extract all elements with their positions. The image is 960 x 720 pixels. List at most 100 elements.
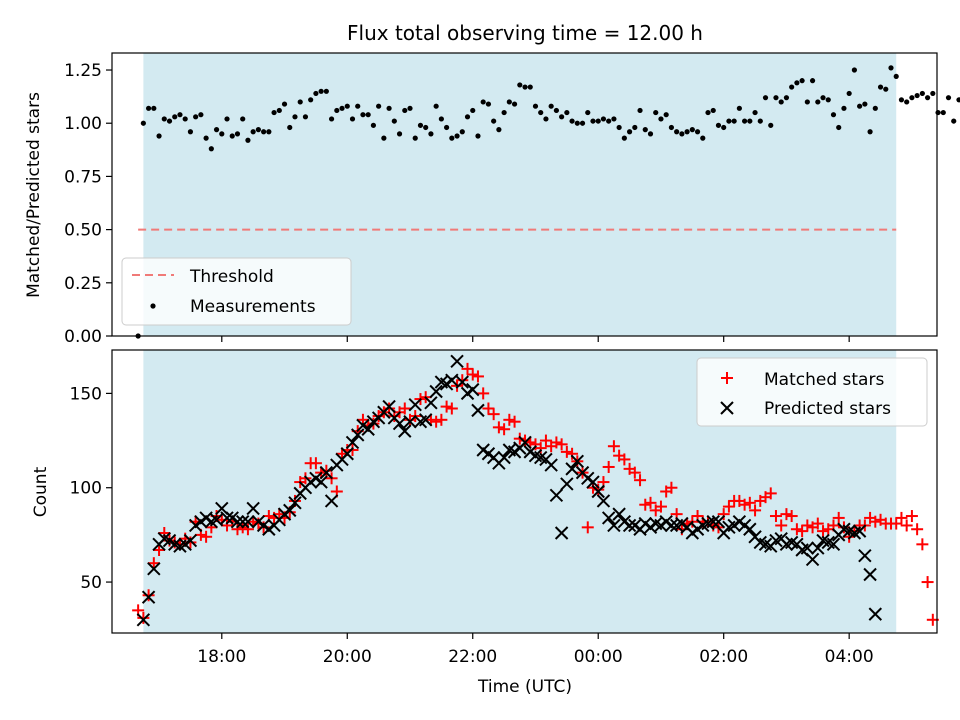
measurement-point: [715, 122, 722, 128]
predicted-star-point: [497, 450, 511, 465]
predicted-star-point: [565, 462, 579, 476]
matched-star-point: [147, 557, 160, 570]
measurement-point: [658, 116, 664, 122]
measurement-point: [527, 84, 533, 90]
x-tick-label: 22:00: [448, 647, 497, 667]
bottom-legend-box: [696, 357, 928, 427]
measurement-point: [470, 107, 476, 114]
top-legend-box: [121, 257, 352, 326]
predicted-star-point: [706, 514, 720, 529]
measurement-point: [632, 124, 638, 131]
predicted-star-point: [518, 435, 532, 450]
matched-legend-swatch: [721, 372, 733, 384]
matched-star-point: [801, 519, 814, 532]
measurement-point: [590, 118, 596, 124]
predicted-star-point: [664, 518, 679, 533]
x-tick-label: 02:00: [699, 647, 748, 667]
measurement-point: [789, 84, 795, 90]
measurement-point: [611, 116, 617, 122]
top-y-tick-label: 0.50: [64, 221, 102, 241]
measurement-point: [328, 116, 335, 122]
matched-star-point: [749, 504, 762, 517]
measurement-point: [276, 107, 282, 114]
matched-star-point: [471, 370, 484, 383]
measurement-point: [151, 105, 157, 111]
matched-star-point: [796, 525, 809, 538]
measurement-point: [339, 105, 345, 111]
predicted-star-point: [596, 494, 611, 508]
measurement-point: [449, 135, 455, 141]
measurement-point: [491, 118, 497, 124]
predicted-star-point: [711, 514, 726, 529]
measurement-point: [867, 129, 873, 135]
matched-star-point: [890, 517, 903, 530]
predicted-star-point: [429, 384, 443, 399]
matched-star-point: [231, 523, 244, 536]
measurement-point: [951, 118, 957, 124]
matched-star-point: [817, 525, 830, 538]
predicted-star-point: [607, 518, 621, 533]
measurement-point: [569, 118, 575, 124]
matched-star-point: [503, 413, 516, 426]
x-tick-label: 04:00: [825, 647, 874, 667]
predicted-star-point: [147, 562, 161, 576]
measurement-point: [250, 129, 256, 135]
predicted-star-point: [392, 416, 407, 431]
measurement-point: [532, 103, 539, 109]
predicted-stars-points: [136, 354, 883, 627]
measurement-point: [145, 105, 152, 111]
measurement-point: [292, 114, 298, 120]
measurement-point: [522, 84, 528, 90]
measurement-point: [914, 92, 920, 99]
measurement-point: [585, 109, 591, 116]
measurement-point: [402, 107, 408, 114]
predicted-star-point: [852, 524, 867, 538]
measurement-point: [862, 101, 868, 107]
matched-legend-label: Matched stars: [764, 370, 884, 390]
measurement-point: [752, 109, 758, 116]
matched-star-point: [445, 402, 458, 415]
measurement-point: [830, 112, 837, 118]
measurement-point: [726, 118, 732, 124]
measurement-point: [616, 124, 622, 131]
measurement-point: [872, 105, 878, 111]
predicted-star-point: [560, 477, 574, 491]
measurement-point: [318, 88, 324, 94]
matched-star-point: [498, 423, 511, 436]
matched-star-point: [832, 511, 845, 524]
measurement-point: [924, 95, 931, 101]
threshold-legend-label: Threshold: [189, 267, 274, 287]
matched-star-point: [320, 464, 333, 477]
measurement-point: [600, 116, 607, 122]
measurement-point: [653, 109, 659, 116]
measurement-point: [187, 129, 194, 135]
bottom-y-tick-label: 100: [70, 479, 102, 499]
measurement-point: [747, 118, 753, 124]
matched-star-point: [634, 474, 647, 487]
measurement-point: [433, 103, 439, 109]
predicted-star-point: [398, 424, 412, 438]
measurement-point: [161, 116, 167, 122]
matched-star-point: [566, 447, 579, 460]
predicted-star-point: [549, 488, 564, 502]
measurement-point: [454, 133, 460, 139]
measurement-point: [464, 114, 471, 120]
measurement-point: [674, 129, 680, 135]
matched-star-point: [843, 530, 856, 543]
measurement-point: [883, 86, 889, 92]
matched-star-point: [534, 442, 547, 455]
matched-star-point: [743, 496, 756, 509]
matched-star-point: [895, 511, 908, 524]
predicted-star-point: [319, 465, 334, 480]
matched-star-point: [539, 434, 552, 447]
matched-star-point: [456, 374, 469, 387]
bottom-y-tick-label: 150: [70, 384, 102, 404]
measurement-point: [846, 90, 852, 97]
matched-star-point: [492, 421, 505, 434]
matched-star-point: [790, 523, 803, 536]
measurement-point: [219, 131, 225, 137]
bottom-x-ticks: 18:00 20:00 22:00 00:00 02:00 04:00: [197, 633, 874, 667]
matched-star-point: [158, 527, 171, 540]
matched-star-point: [769, 510, 782, 523]
bottom-y-axis-label: Count: [31, 466, 51, 517]
